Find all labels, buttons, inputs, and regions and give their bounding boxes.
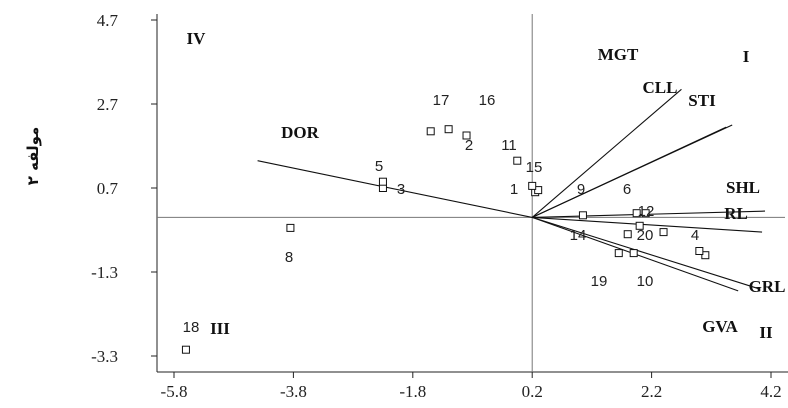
- point-marker-8: [286, 223, 295, 232]
- y-axis-ticks: 4.7 2.7 0.7 -1.3 -3.3: [91, 11, 157, 366]
- point-marker-2: [462, 131, 471, 140]
- vector-label-cll: CLL: [643, 78, 678, 97]
- point-label-20: 20: [637, 227, 654, 244]
- vector-mgt: [531, 88, 682, 218]
- vector-label-mgt: MGT: [598, 45, 639, 64]
- x-axis-ticks: -5.8 -3.8 -1.8 0.2 2.2 4.2: [161, 372, 782, 401]
- point-marker-11: [513, 156, 522, 165]
- x-tick-label: -1.8: [399, 382, 426, 401]
- point-label-2: 2: [465, 137, 473, 154]
- point-marker-16: [444, 125, 453, 134]
- point-label-10: 10: [637, 273, 654, 290]
- vector-label-gva: GVA: [702, 317, 738, 336]
- point-label-6: 6: [623, 181, 631, 198]
- point-label-1: 1: [510, 181, 518, 198]
- x-tick-label: -5.8: [161, 382, 188, 401]
- x-tick-label: 0.2: [522, 382, 543, 401]
- point-marker-5: [378, 177, 387, 186]
- axes-frame: [156, 14, 788, 373]
- point-marker-unlabeled: [635, 221, 644, 230]
- point-marker-unlabeled: [623, 230, 632, 239]
- vector-label-dor: DOR: [281, 123, 320, 142]
- point-marker-17: [426, 127, 435, 136]
- quadrant-label-i: I: [743, 47, 750, 66]
- y-tick-label: 0.7: [97, 179, 119, 198]
- vector-sti: [531, 124, 733, 218]
- y-tick-label: -3.3: [91, 347, 118, 366]
- point-label-14: 14: [570, 227, 587, 244]
- quadrant-label-ii: II: [759, 323, 773, 342]
- y-tick-label: -1.3: [91, 263, 118, 282]
- point-marker-18: [181, 345, 190, 354]
- vector-label-shl: SHL: [726, 178, 760, 197]
- vector-dor: [257, 160, 533, 218]
- point-label-17: 17: [433, 92, 450, 109]
- vector-rl: [532, 216, 763, 233]
- point-label-4: 4: [691, 227, 699, 244]
- y-tick-label: 2.7: [97, 95, 119, 114]
- point-marker-4: [701, 251, 710, 260]
- point-label-8: 8: [285, 249, 293, 266]
- point-marker-14: [578, 211, 587, 220]
- quadrant-label-iii: III: [210, 319, 230, 338]
- y-tick-label: 4.7: [97, 11, 119, 30]
- point-marker-unlabeled: [695, 247, 704, 255]
- point-label-16: 16: [479, 92, 496, 109]
- point-label-19: 19: [591, 273, 608, 290]
- point-label-9: 9: [577, 181, 585, 198]
- point-marker-6: [641, 209, 650, 218]
- point-marker-9: [534, 186, 543, 195]
- x-tick-label: -3.8: [280, 382, 307, 401]
- vector-grl: [532, 216, 760, 290]
- x-tick-label: 2.2: [641, 382, 662, 401]
- x-tick-label: 4.2: [760, 382, 781, 401]
- point-label-3: 3: [397, 181, 405, 198]
- point-marker-12: [632, 209, 641, 218]
- y-axis-label: مولفه ۲: [24, 127, 42, 186]
- vector-label-grl: GRL: [749, 277, 786, 296]
- point-label-5: 5: [375, 158, 383, 175]
- point-label-15: 15: [526, 159, 543, 176]
- point-label-11: 11: [501, 137, 517, 154]
- point-marker-20: [659, 228, 668, 237]
- vector-label-sti: STI: [688, 91, 716, 110]
- quadrant-label-iv: IV: [187, 29, 207, 48]
- point-marker-15: [528, 181, 537, 190]
- point-marker-19: [629, 249, 638, 258]
- point-marker-10: [614, 249, 623, 258]
- vector-label-rl: RL: [724, 204, 748, 223]
- reference-lines: [157, 14, 785, 372]
- point-label-12: 12: [638, 203, 655, 220]
- point-label-18: 18: [183, 319, 200, 336]
